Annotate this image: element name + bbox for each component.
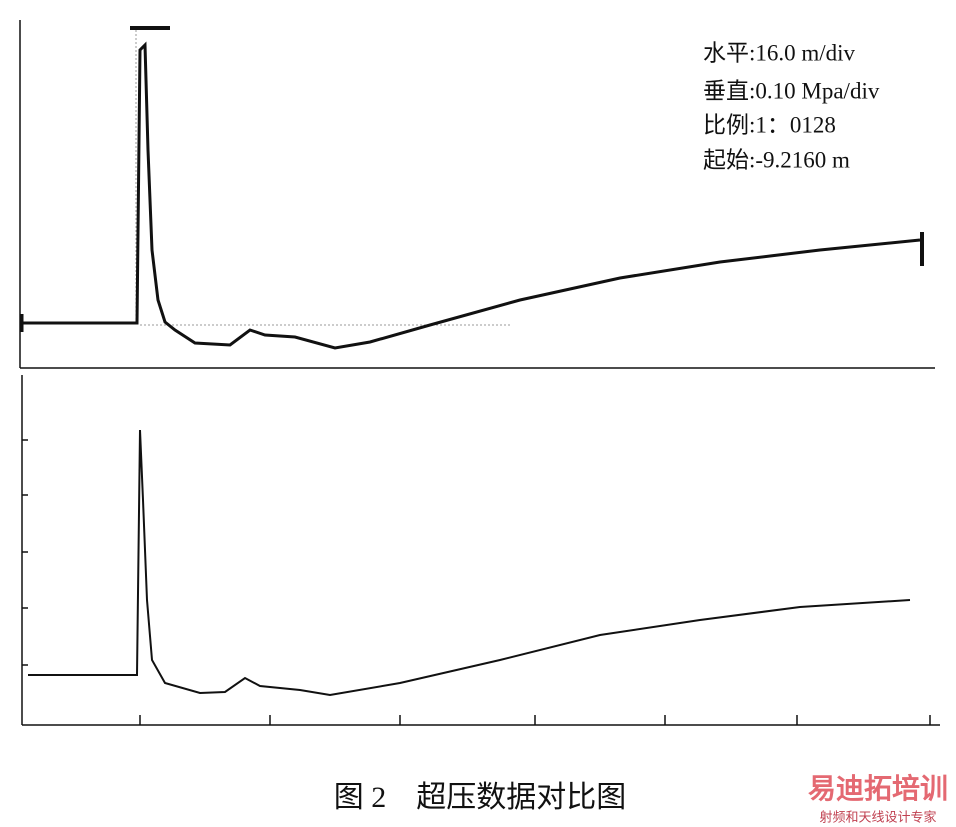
tick-marks xyxy=(22,439,931,725)
watermark-subtitle: 射频和天线设计专家 xyxy=(819,810,936,826)
waveform xyxy=(22,41,921,350)
top-plot xyxy=(19,20,935,369)
bottom-plot xyxy=(21,375,940,726)
waveform xyxy=(28,429,911,697)
annotation: 垂直:0.10 Mpa/div xyxy=(703,78,880,103)
annotations: 水平:16.0 m/div 垂直:0.10 Mpa/div 比例:1：0128 … xyxy=(703,40,880,172)
caption: 图 2 超压数据对比图 xyxy=(334,781,627,814)
annotation: 水平:16.0 m/div xyxy=(703,40,856,65)
annotation: 起始:-9.2160 m xyxy=(703,147,850,172)
watermark-title: 易迪拓培训 xyxy=(808,772,948,805)
annotation: 比例:1：0128 xyxy=(703,112,836,137)
